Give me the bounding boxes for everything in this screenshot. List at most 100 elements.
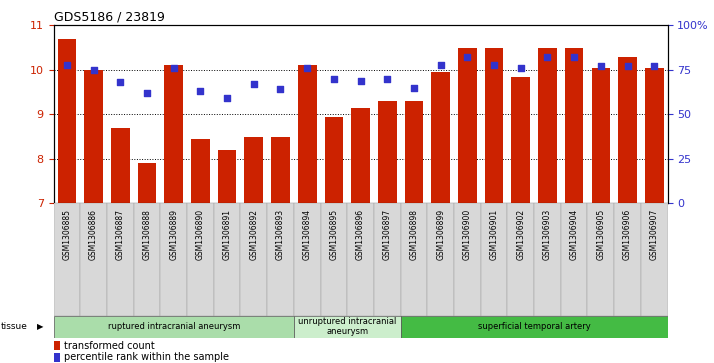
Text: GSM1306903: GSM1306903 <box>543 209 552 260</box>
Bar <box>298 65 316 203</box>
Text: GSM1306898: GSM1306898 <box>409 209 418 260</box>
Bar <box>458 48 477 203</box>
Text: GSM1306894: GSM1306894 <box>303 209 312 260</box>
Bar <box>511 77 530 203</box>
Bar <box>164 65 183 203</box>
Text: GSM1306892: GSM1306892 <box>249 209 258 260</box>
Bar <box>138 163 156 203</box>
Bar <box>431 72 450 203</box>
Text: GSM1306887: GSM1306887 <box>116 209 125 260</box>
Bar <box>244 136 263 203</box>
Bar <box>454 203 481 316</box>
Point <box>248 81 259 87</box>
Text: ruptured intracranial aneurysm: ruptured intracranial aneurysm <box>108 322 240 331</box>
Text: GSM1306897: GSM1306897 <box>383 209 392 260</box>
Text: ▶: ▶ <box>37 322 44 331</box>
Bar <box>321 203 347 316</box>
Bar <box>427 203 454 316</box>
Point <box>114 79 126 85</box>
Text: GSM1306902: GSM1306902 <box>516 209 526 260</box>
Text: GSM1306888: GSM1306888 <box>143 209 151 260</box>
Point <box>542 54 553 60</box>
Point <box>622 64 633 69</box>
Text: GSM1306890: GSM1306890 <box>196 209 205 260</box>
Text: unruptured intracranial
aneurysm: unruptured intracranial aneurysm <box>298 317 396 337</box>
Point <box>381 76 393 82</box>
Text: GSM1306907: GSM1306907 <box>650 209 659 260</box>
Point <box>195 88 206 94</box>
Text: GSM1306895: GSM1306895 <box>329 209 338 260</box>
Text: GSM1306899: GSM1306899 <box>436 209 445 260</box>
Point <box>568 54 580 60</box>
Point <box>648 64 660 69</box>
Text: GSM1306906: GSM1306906 <box>623 209 632 260</box>
Bar <box>134 203 161 316</box>
Bar <box>84 70 103 203</box>
Point <box>488 62 500 68</box>
Bar <box>80 203 107 316</box>
Bar <box>560 203 588 316</box>
Text: tissue: tissue <box>1 322 28 331</box>
Bar <box>485 48 503 203</box>
Point <box>301 65 313 71</box>
Bar <box>54 203 80 316</box>
Point <box>221 95 233 101</box>
Text: GSM1306904: GSM1306904 <box>570 209 578 260</box>
Bar <box>107 203 134 316</box>
Bar <box>271 136 290 203</box>
Text: superficial temporal artery: superficial temporal artery <box>478 322 590 331</box>
Bar <box>618 57 637 203</box>
Bar <box>481 203 508 316</box>
Bar <box>565 48 583 203</box>
Bar <box>591 68 610 203</box>
Bar <box>508 203 534 316</box>
Point <box>88 67 99 73</box>
Bar <box>187 203 213 316</box>
Bar <box>538 48 557 203</box>
Text: GSM1306886: GSM1306886 <box>89 209 98 260</box>
Bar <box>54 316 294 338</box>
Bar <box>58 39 76 203</box>
Bar <box>401 316 668 338</box>
Text: GSM1306889: GSM1306889 <box>169 209 178 260</box>
Point <box>168 65 179 71</box>
Bar <box>351 108 370 203</box>
Text: GDS5186 / 23819: GDS5186 / 23819 <box>54 11 164 24</box>
Bar <box>534 203 560 316</box>
Bar <box>641 203 668 316</box>
Text: GSM1306885: GSM1306885 <box>62 209 71 260</box>
Point <box>141 90 153 96</box>
Bar <box>294 203 321 316</box>
Bar <box>645 68 663 203</box>
Point <box>595 64 607 69</box>
Bar <box>54 341 60 350</box>
Point <box>435 62 446 68</box>
Bar <box>294 316 401 338</box>
Text: GSM1306905: GSM1306905 <box>596 209 605 260</box>
Bar <box>347 203 374 316</box>
Point <box>61 62 73 68</box>
Bar <box>54 353 60 362</box>
Text: GSM1306893: GSM1306893 <box>276 209 285 260</box>
Point <box>408 85 420 90</box>
Point <box>275 86 286 92</box>
Text: percentile rank within the sample: percentile rank within the sample <box>64 352 229 362</box>
Text: GSM1306901: GSM1306901 <box>490 209 498 260</box>
Point <box>515 65 526 71</box>
Text: transformed count: transformed count <box>64 340 155 351</box>
Bar <box>325 117 343 203</box>
Text: GSM1306900: GSM1306900 <box>463 209 472 260</box>
Bar <box>405 101 423 203</box>
Bar <box>378 101 396 203</box>
Bar <box>111 128 130 203</box>
Bar <box>161 203 187 316</box>
Text: GSM1306891: GSM1306891 <box>223 209 231 260</box>
Bar <box>191 139 210 203</box>
Bar <box>213 203 241 316</box>
Bar <box>267 203 294 316</box>
Bar <box>401 203 427 316</box>
Point <box>328 76 340 82</box>
Bar <box>241 203 267 316</box>
Point <box>462 54 473 60</box>
Text: GSM1306896: GSM1306896 <box>356 209 365 260</box>
